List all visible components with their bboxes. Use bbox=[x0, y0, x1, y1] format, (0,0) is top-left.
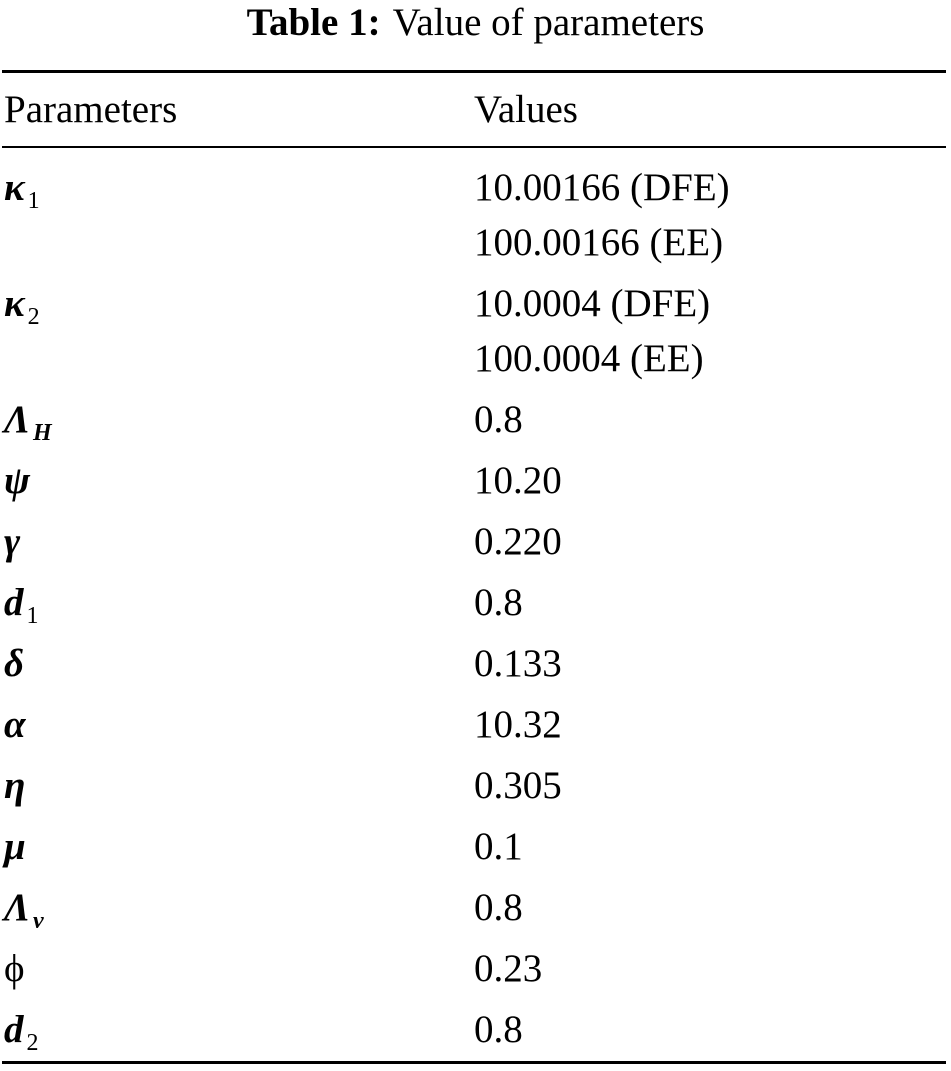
parameter-symbol: δ bbox=[4, 642, 24, 685]
parameter-symbol: γ bbox=[4, 520, 21, 563]
parameter-symbol: Λ bbox=[4, 398, 31, 441]
parameter-symbol: ψ bbox=[4, 459, 31, 502]
table-row: γ 0.220 bbox=[0, 511, 951, 572]
value-cell: 0.8 bbox=[474, 1002, 523, 1057]
parameter-cell: γ bbox=[4, 514, 20, 569]
table-row: κ 2 10.0004 (DFE) 100.0004 (EE) bbox=[0, 273, 951, 389]
parameter-subscript: 2 bbox=[27, 304, 40, 330]
table-row: κ 1 10.00166 (DFE) 100.00166 (EE) bbox=[0, 157, 951, 273]
header-rule bbox=[2, 146, 946, 148]
value-line: 10.00166 (DFE) bbox=[474, 166, 730, 209]
value-cell: 0.305 bbox=[474, 758, 562, 813]
parameter-symbol: Λ bbox=[4, 886, 31, 929]
parameter-symbol: κ bbox=[4, 166, 25, 209]
value-cell: 0.8 bbox=[474, 575, 523, 630]
value-line: 0.8 bbox=[474, 1008, 523, 1051]
value-cell: 0.133 bbox=[474, 636, 562, 691]
value-line: 10.20 bbox=[474, 459, 562, 502]
parameter-subscript: v bbox=[33, 908, 44, 934]
value-cell: 0.1 bbox=[474, 819, 523, 874]
value-cell: 0.8 bbox=[474, 880, 523, 935]
parameter-cell: ϕ bbox=[4, 941, 25, 996]
value-line: 10.32 bbox=[474, 703, 562, 746]
parameter-symbol: d bbox=[4, 1008, 24, 1051]
parameter-symbol: d bbox=[4, 581, 24, 624]
table-row: μ 0.1 bbox=[0, 816, 951, 877]
table-row: Λ H 0.8 bbox=[0, 389, 951, 450]
parameter-symbol: κ bbox=[4, 282, 25, 325]
table-header: Parameters Values bbox=[0, 73, 951, 146]
value-cell: 0.8 bbox=[474, 392, 523, 447]
table-row: ϕ 0.23 bbox=[0, 938, 951, 999]
value-cell: 10.00166 (DFE) 100.00166 (EE) bbox=[474, 160, 730, 270]
parameter-cell: μ bbox=[4, 819, 26, 874]
value-line: 0.8 bbox=[474, 886, 523, 929]
value-line: 100.0004 (EE) bbox=[474, 337, 704, 380]
table-row: d 1 0.8 bbox=[0, 572, 951, 633]
value-cell: 10.32 bbox=[474, 697, 562, 752]
value-line: 10.0004 (DFE) bbox=[474, 282, 711, 325]
value-line: 0.305 bbox=[474, 764, 562, 807]
parameter-subscript: H bbox=[33, 420, 52, 446]
table-row: η 0.305 bbox=[0, 755, 951, 816]
value-line: 100.00166 (EE) bbox=[474, 221, 724, 264]
parameter-subscript: 1 bbox=[26, 603, 39, 629]
parameter-cell: δ bbox=[4, 636, 24, 691]
header-parameters: Parameters bbox=[4, 88, 178, 131]
parameter-cell: α bbox=[4, 697, 26, 752]
value-cell: 0.220 bbox=[474, 514, 562, 569]
value-line: 0.8 bbox=[474, 581, 523, 624]
parameter-symbol: μ bbox=[4, 825, 26, 868]
parameter-symbol: ϕ bbox=[4, 947, 25, 990]
parameter-cell: ψ bbox=[4, 453, 30, 508]
parameter-cell: η bbox=[4, 758, 25, 813]
top-rule bbox=[2, 70, 946, 73]
table-row: α 10.32 bbox=[0, 694, 951, 755]
value-line: 0.133 bbox=[474, 642, 562, 685]
table-body: κ 1 10.00166 (DFE) 100.00166 (EE) κ 2 10.0004 … bbox=[0, 157, 951, 1060]
table-caption: Table 1: Value of parameters bbox=[0, 0, 951, 46]
parameter-subscript: 2 bbox=[26, 1030, 39, 1056]
parameter-subscript: 1 bbox=[27, 188, 40, 214]
value-cell: 10.20 bbox=[474, 453, 562, 508]
value-line: 0.8 bbox=[474, 398, 523, 441]
value-line: 0.220 bbox=[474, 520, 562, 563]
value-cell: 10.0004 (DFE) 100.0004 (EE) bbox=[474, 276, 710, 386]
parameter-symbol: α bbox=[4, 703, 26, 746]
value-line: 0.23 bbox=[474, 947, 543, 990]
caption-label: Table 1: bbox=[246, 1, 381, 44]
table-row: ψ 10.20 bbox=[0, 450, 951, 511]
table-row: d 2 0.8 bbox=[0, 999, 951, 1060]
table-row: δ 0.133 bbox=[0, 633, 951, 694]
value-cell: 0.23 bbox=[474, 941, 542, 996]
parameter-symbol: η bbox=[4, 764, 26, 807]
caption-text: Value of parameters bbox=[392, 1, 705, 44]
value-line: 0.1 bbox=[474, 825, 523, 868]
bottom-rule bbox=[2, 1061, 946, 1064]
header-values: Values bbox=[474, 88, 578, 131]
